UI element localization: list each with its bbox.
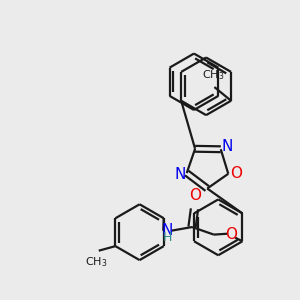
Text: O: O [230,166,242,181]
Text: N: N [161,223,173,238]
Text: N: N [222,139,233,154]
Text: H: H [163,231,172,244]
Text: N: N [174,167,186,182]
Text: CH$_3$: CH$_3$ [85,255,108,269]
Text: O: O [189,188,201,203]
Text: O: O [226,227,238,242]
Text: CH$_3$: CH$_3$ [202,68,224,82]
